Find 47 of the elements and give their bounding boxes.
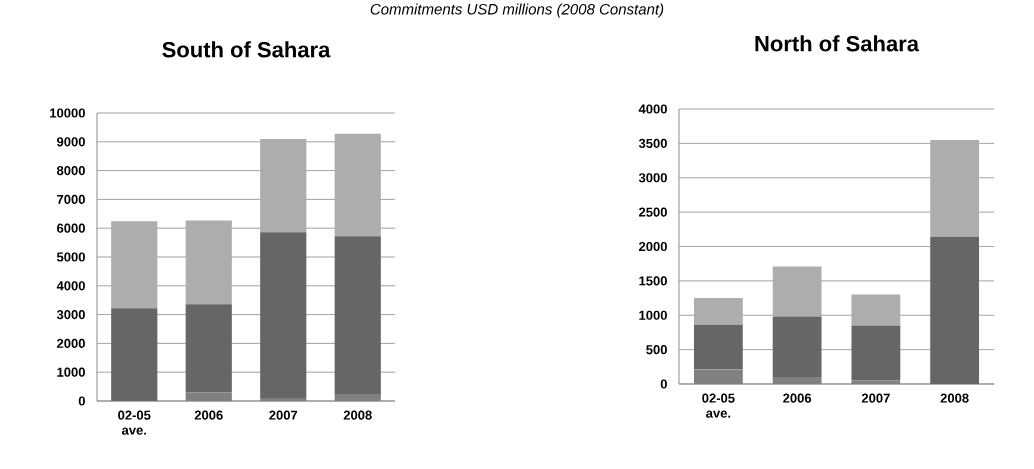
text: Commitments USD millions (2008 Constant): [370, 3, 664, 18]
bar: [930, 236, 980, 384]
y-tick-label: 7000: [57, 194, 85, 204]
y-tick-label: 2000: [639, 241, 667, 252]
chart-title: North of Sahara: [755, 35, 920, 52]
bar: [111, 221, 158, 309]
y-tick-label: 6000: [57, 223, 85, 233]
bar: [185, 304, 232, 393]
bar: [930, 139, 980, 237]
x-tick-label: 02-05 ave.: [702, 393, 735, 418]
bar: [851, 294, 901, 326]
y-tick-label: 3500: [638, 138, 667, 148]
bar: [772, 316, 822, 378]
x-tick-label: 02-05 ave.: [118, 410, 151, 435]
y-tick-label: 10000: [50, 108, 85, 118]
bar: [111, 308, 158, 401]
bar: [334, 133, 381, 237]
y-tick-label: 0: [660, 379, 667, 389]
y-tick-label: 1500: [639, 276, 667, 286]
y-tick-label: 1000: [639, 310, 667, 320]
x-tick-label: 2006: [783, 393, 812, 403]
x-tick-label: 2006: [194, 410, 223, 420]
y-tick-label: 2500: [639, 207, 667, 217]
x-tick-label: 2008: [940, 393, 969, 403]
y-tick-label: 5000: [56, 252, 85, 262]
bar: [260, 138, 307, 233]
chart-title: South of Sahara: [162, 41, 331, 58]
y-tick-label: 500: [646, 345, 667, 355]
bar: [851, 325, 901, 381]
y-tick-label: 4000: [56, 281, 85, 291]
bar: [693, 298, 743, 325]
bar: [693, 324, 743, 370]
x-tick-label: 2007: [861, 393, 890, 403]
y-tick-label: 4000: [638, 104, 667, 114]
x-tick-label: 2008: [343, 410, 372, 420]
x-tick-label: 2007: [269, 410, 298, 420]
y-tick-label: 3000: [56, 309, 85, 320]
bar: [260, 232, 307, 399]
y-tick-label: 3000: [638, 173, 667, 183]
bar: [185, 220, 232, 305]
y-tick-label: 1000: [57, 367, 85, 377]
y-tick-label: 8000: [56, 165, 85, 176]
bar: [772, 266, 822, 317]
bar: [334, 236, 381, 395]
y-tick-label: 2000: [57, 338, 85, 348]
y-tick-label: 0: [78, 396, 85, 406]
y-tick-label: 9000: [57, 137, 85, 147]
